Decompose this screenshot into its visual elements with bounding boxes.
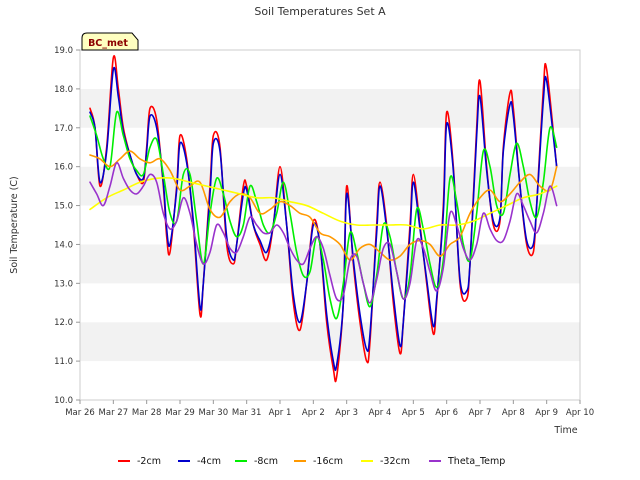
x-tick-label: Apr 3 [335, 408, 358, 418]
grid-band [80, 361, 580, 400]
legend-item: -16cm [294, 456, 343, 467]
legend-label: -4cm [197, 456, 221, 467]
plot-frame [79, 49, 581, 401]
grid-band [80, 50, 580, 89]
y-tick-label: 11.0 [54, 357, 73, 367]
grid-band [80, 88, 580, 128]
x-axis-ticks: Mar 26 Mar 27 Mar 28 Mar 29 Mar 30 Mar 31 Apr … [65, 400, 594, 418]
legend-label: -32cm [380, 456, 410, 467]
y-tick-label: 18.0 [54, 85, 73, 95]
y-tick-label: 16.0 [54, 163, 73, 173]
series-line-4cm [89, 66, 558, 372]
x-tick-label: Mar 28 [132, 408, 162, 418]
background-bands [80, 50, 580, 400]
x-tick-label: Apr 4 [369, 408, 392, 418]
x-tick-label: Apr 5 [402, 408, 425, 418]
series-line-thetatemp [89, 161, 558, 304]
grid-band [80, 127, 580, 167]
legend-item: -8cm [235, 456, 278, 467]
legend: -2cm -4cm -8cm -16cm -32cm Theta_Temp [118, 456, 505, 467]
series-layer [89, 55, 558, 383]
x-tick-label: Mar 27 [99, 408, 129, 418]
y-tick-label: 12.0 [54, 318, 73, 328]
legend-item: -32cm [361, 456, 410, 467]
x-tick-label: Mar 31 [232, 408, 262, 418]
legend-label: Theta_Temp [447, 456, 505, 467]
x-tick-label: Mar 26 [65, 408, 95, 418]
y-tick-label: 14.0 [54, 240, 73, 250]
y-axis-label: Soil Temperature (C) [9, 176, 20, 273]
y-tick-label: 19.0 [54, 46, 73, 56]
site-badge: BC_met [81, 32, 139, 51]
legend-item: Theta_Temp [429, 456, 505, 467]
x-tick-label: Apr 9 [535, 408, 558, 418]
site-badge-label: BC_met [88, 38, 128, 49]
y-axis-ticks: 10.0 11.0 12.0 13.0 14.0 15.0 16.0 17.0 18.0 19.0 [54, 46, 80, 406]
legend-label: -2cm [137, 456, 161, 467]
x-tick-label: Apr 6 [435, 408, 458, 418]
legend-label: -8cm [254, 456, 278, 467]
series-line-32cm [89, 177, 558, 230]
y-tick-label: 15.0 [54, 202, 73, 212]
y-tick-label: 17.0 [54, 124, 73, 134]
site-badge-box [81, 32, 139, 51]
x-tick-label: Apr 1 [269, 408, 292, 418]
x-tick-label: Apr 2 [302, 408, 325, 418]
x-axis-label: Time [553, 425, 577, 436]
x-tick-label: Apr 10 [566, 408, 594, 418]
legend-label: -16cm [313, 456, 343, 467]
y-tick-label: 13.0 [54, 279, 73, 289]
x-tick-label: Apr 8 [502, 408, 525, 418]
grid-band [80, 283, 580, 323]
legend-item: -2cm [118, 456, 161, 467]
series-line-16cm [89, 150, 558, 261]
legend-item: -4cm [178, 456, 221, 467]
x-tick-label: Mar 29 [165, 408, 195, 418]
y-tick-label: 10.0 [54, 396, 73, 406]
x-tick-label: Mar 30 [199, 408, 229, 418]
chart-title: Soil Temperatures Set A [254, 5, 386, 18]
x-tick-label: Apr 7 [469, 408, 492, 418]
series-line-8cm [89, 110, 558, 320]
